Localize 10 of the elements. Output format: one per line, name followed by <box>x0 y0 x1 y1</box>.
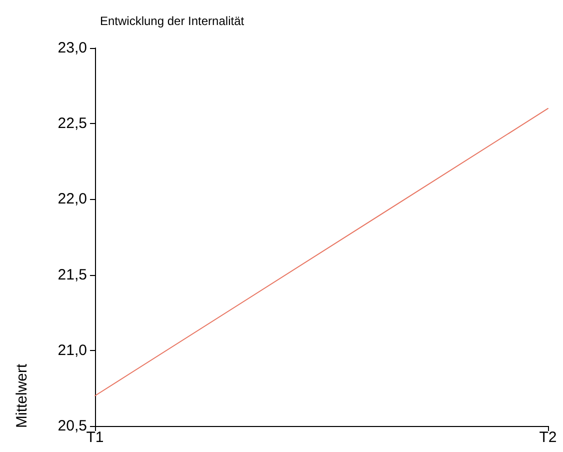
chart-title: Entwicklung der Internalität <box>100 14 245 28</box>
y-tick-label: 22,5 <box>58 115 87 132</box>
y-tick-label: 21,5 <box>58 266 87 284</box>
x-tick-label: T1 <box>86 429 104 446</box>
x-tick-label: T2 <box>539 429 557 446</box>
y-tick-label: 23,0 <box>58 40 87 56</box>
y-axis-title: Mittelwert <box>14 362 30 428</box>
y-tick-label: 21,0 <box>58 342 87 359</box>
y-tick-label: 20,5 <box>58 418 87 434</box>
y-tick-label: 22,0 <box>58 190 87 208</box>
